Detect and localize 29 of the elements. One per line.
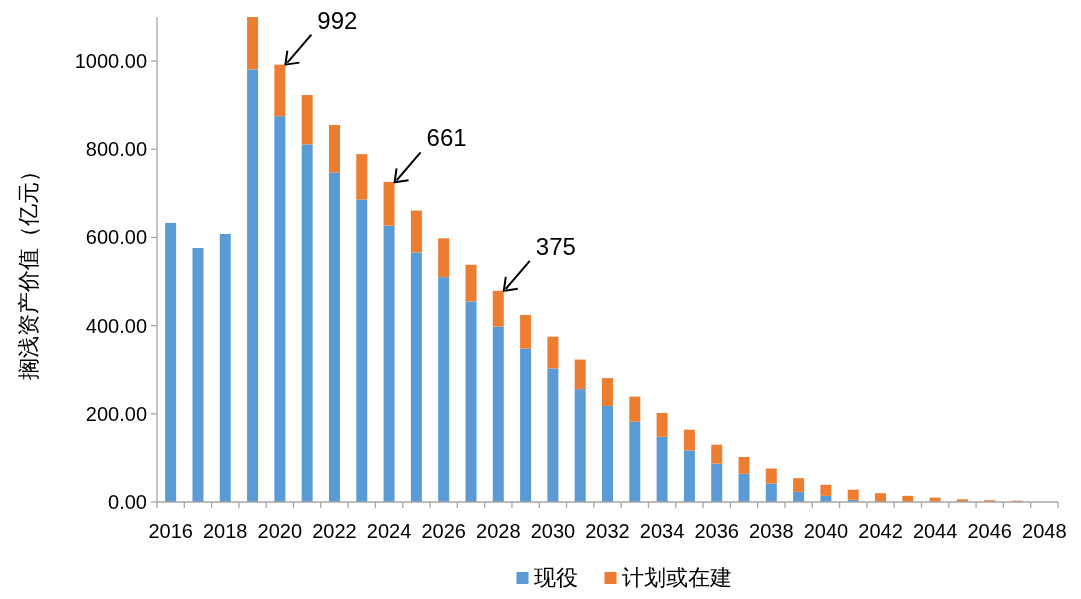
x-tick-label: 2018 <box>203 520 248 542</box>
y-tick-label: 800.00 <box>85 138 147 161</box>
x-tick-label: 2038 <box>749 520 794 542</box>
x-tick-label: 2044 <box>912 520 958 542</box>
x-tick-label: 2034 <box>639 520 685 542</box>
y-axis-title: 搁浅资产价值（亿元） <box>16 159 41 380</box>
y-tick-label: 400.00 <box>85 314 147 337</box>
x-tick-label: 2028 <box>476 520 521 542</box>
x-tick-label: 2040 <box>803 520 849 542</box>
annotation: 661 <box>426 124 467 152</box>
annotation: 375 <box>535 232 576 260</box>
x-tick-label: 2032 <box>585 520 630 542</box>
x-tick-label: 2046 <box>967 520 1012 542</box>
x-tick-label: 2042 <box>858 520 903 542</box>
x-tick-label: 2016 <box>148 520 193 542</box>
x-tick-label: 2030 <box>530 520 576 542</box>
y-tick-label: 600.00 <box>85 226 147 249</box>
x-tick-label: 2036 <box>694 520 739 542</box>
x-tick-label: 2024 <box>366 520 412 542</box>
x-tick-label: 2020 <box>257 520 303 542</box>
x-tick-label: 2048 <box>1022 520 1067 542</box>
y-tick-label: 200.00 <box>85 402 147 425</box>
legend-label: 现役 <box>533 565 578 590</box>
y-tick-label: 1000.00 <box>74 50 147 73</box>
x-tick-label: 2022 <box>312 520 357 542</box>
annotation: 992 <box>317 6 358 34</box>
y-tick-label: 0.00 <box>108 491 147 513</box>
x-tick-label: 2026 <box>421 520 466 542</box>
legend-label: 计划或在建 <box>621 565 732 590</box>
